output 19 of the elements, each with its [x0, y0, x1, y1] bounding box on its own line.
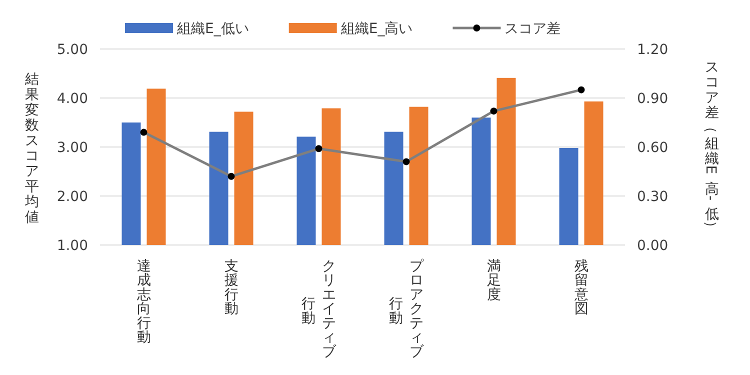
y2-tick-label: 0.60 — [637, 140, 668, 156]
x-tick-label: 達成志向行動 — [136, 258, 151, 346]
y2-tick-label: 0.90 — [637, 91, 668, 107]
x-tick-label: 残留意図 — [573, 258, 588, 318]
x-tick-label: 支援行動 — [224, 258, 238, 318]
y2-tick-label: 0.00 — [637, 238, 668, 254]
y-tick-label: 3.00 — [56, 140, 88, 156]
y-tick-label: 5.00 — [56, 42, 88, 58]
legend-label: 組織E_高い — [340, 21, 413, 37]
x-tick-label: 満足度 — [486, 258, 501, 303]
text: 結果変数スコア平均値 — [25, 72, 39, 226]
legend-label: 組織E_低い — [176, 21, 249, 37]
y2-tick-label: 0.30 — [637, 189, 668, 205]
legend-label: スコア差 — [504, 21, 561, 37]
text: スコア差（組織E 高-低） — [702, 59, 719, 235]
y-tick-label: 4.00 — [56, 91, 88, 107]
y-tick-label: 2.00 — [56, 189, 88, 205]
y-tick-label: 1.00 — [56, 238, 88, 254]
y2-tick-label: 1.20 — [637, 42, 668, 58]
